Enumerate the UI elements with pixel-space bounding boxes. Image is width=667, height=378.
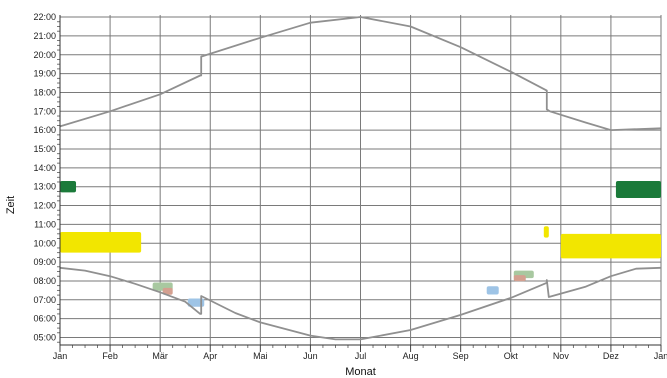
- x-axis-title: Monat: [345, 366, 376, 378]
- y-tick-label: 11:00: [34, 219, 56, 229]
- y-tick-label: 21:00: [33, 31, 56, 41]
- y-tick-label: 22:00: [33, 12, 56, 22]
- x-tick-label: Jul: [355, 351, 367, 361]
- series-line-1: [59, 16, 662, 132]
- x-tick-label: Jan: [654, 351, 667, 361]
- x-tick-label: Nov: [553, 351, 570, 361]
- y-tick-label: 09:00: [33, 257, 56, 267]
- region-mark-1: [543, 226, 549, 238]
- axes: [57, 15, 662, 352]
- region-mark-3: [60, 181, 77, 193]
- grid: [59, 15, 662, 345]
- series-line-2: [59, 266, 662, 341]
- y-tick-label: 15:00: [33, 144, 56, 154]
- x-tick-label: Dez: [603, 351, 620, 361]
- x-tick-label: Feb: [102, 351, 118, 361]
- y-tick-label: 08:00: [33, 276, 56, 286]
- y-tick-label: 13:00: [33, 182, 56, 192]
- y-tick-label: 18:00: [33, 87, 56, 97]
- region-mark-6: [162, 287, 173, 295]
- tick-labels: 05:00 06:00 07:00 08:00 09:00 10:00 11:00 12:00…: [33, 12, 667, 361]
- marker-regions: [60, 181, 661, 307]
- y-tick-label: 19:00: [33, 69, 56, 79]
- series-lines: [59, 16, 662, 341]
- y-tick-label: 07:00: [33, 295, 56, 305]
- y-axis-title: Zeit: [5, 196, 17, 214]
- region-mark-7: [187, 298, 205, 307]
- y-tick-label: 14:00: [33, 163, 56, 173]
- region-mark-4: [615, 181, 661, 199]
- x-tick-label: Sep: [453, 351, 469, 361]
- x-tick-label: Aug: [403, 351, 419, 361]
- region-mark-0: [60, 231, 142, 253]
- x-tick-label: Okt: [504, 351, 519, 361]
- x-tick-label: Mär: [152, 351, 168, 361]
- region-mark-2: [560, 233, 661, 259]
- y-tick-label: 12:00: [33, 201, 56, 211]
- y-tick-label: 06:00: [33, 314, 56, 324]
- y-tick-label: 10:00: [33, 238, 56, 248]
- region-mark-8: [486, 286, 499, 295]
- region-mark-10: [513, 275, 526, 282]
- x-tick-label: Jun: [303, 351, 318, 361]
- y-tick-label: 05:00: [33, 333, 56, 343]
- y-tick-label: 16:00: [33, 125, 56, 135]
- y-tick-label: 20:00: [33, 50, 56, 60]
- x-tick-label: Jan: [53, 351, 68, 361]
- x-tick-label: Apr: [203, 351, 217, 361]
- x-tick-label: Mai: [253, 351, 268, 361]
- y-tick-label: 17:00: [33, 106, 56, 116]
